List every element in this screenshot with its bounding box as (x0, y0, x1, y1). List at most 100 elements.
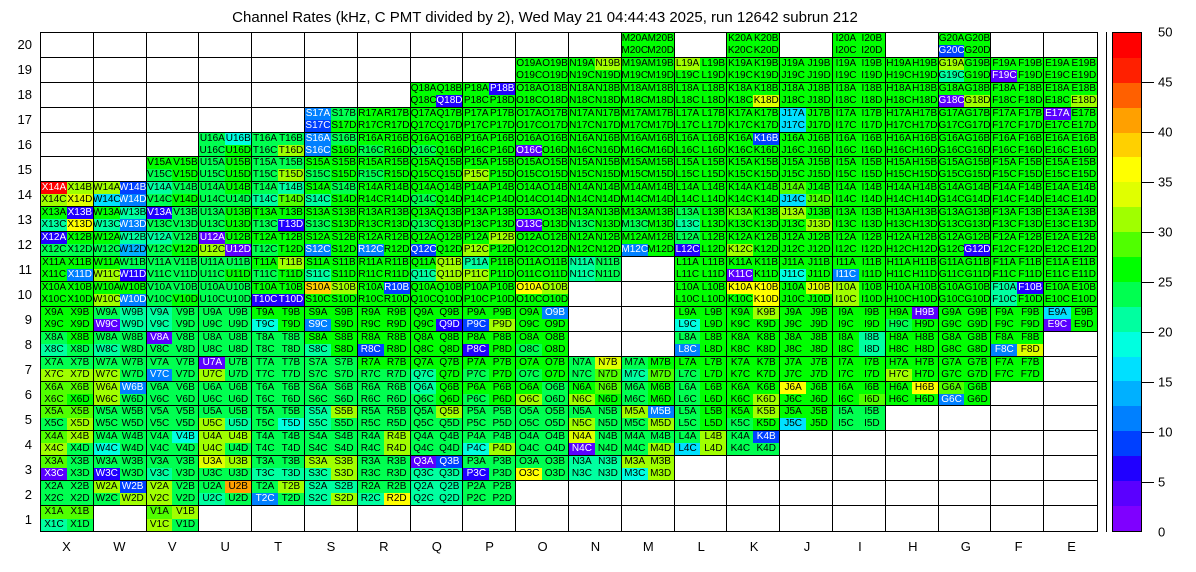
heatmap-tile: H19A H19B H19C H19D (885, 57, 939, 83)
channel-pad-empty (1044, 431, 1070, 443)
channel-pad-empty (859, 456, 885, 468)
channel-pad: L6B (700, 381, 727, 394)
channel-pad: W2B (119, 481, 146, 494)
channel-pad: W8D (119, 343, 146, 356)
channel-pad-empty (1071, 332, 1097, 344)
channel-pad: H7C (885, 368, 912, 381)
heatmap-tile-empty (146, 132, 200, 158)
channel-pad: N7C (568, 368, 595, 381)
heatmap-tile: J16A J16B J16C J16D (780, 132, 833, 158)
heatmap-tile: K4A K4B K4C K4D (727, 431, 781, 457)
channel-pad: V10D (172, 293, 199, 306)
heatmap-tile: I9A I9B I9C I9D (832, 306, 886, 332)
channel-pad: M20D (647, 44, 674, 57)
channel-pad: K12D (753, 244, 780, 257)
channel-pad: O5C (516, 418, 543, 431)
channel-pad: S2C (304, 493, 331, 506)
channel-pad: R13C (357, 219, 384, 232)
channel-pad: J19A (780, 57, 807, 70)
channel-pad-empty (675, 33, 701, 45)
channel-pad: F13C (991, 219, 1018, 232)
channel-pad-empty (991, 506, 1017, 518)
channel-pad: G14A (938, 182, 965, 195)
heatmap-tile-empty (885, 481, 939, 507)
heatmap-tile-empty (938, 456, 992, 482)
channel-pad: V3D (172, 468, 199, 481)
channel-pad: N7B (594, 356, 621, 369)
channel-pad: F19A (991, 57, 1018, 70)
channel-pad: R12B (383, 232, 410, 245)
channel-pad-empty (569, 307, 595, 319)
channel-pad: V9C (146, 318, 173, 331)
heatmap-tile: L16A L16B L16C L16D (674, 132, 728, 158)
heatmap-tile-empty (463, 57, 517, 83)
channel-pad: O15D (542, 169, 568, 182)
channel-pad: S2D (330, 493, 357, 506)
heatmap-tile: V15A V15B V15C V15D (146, 157, 200, 183)
channel-pad: U5B (225, 406, 252, 419)
channel-pad: Q3C (410, 468, 437, 481)
channel-pad: R2B (383, 481, 410, 494)
channel-pad-empty (278, 45, 304, 57)
channel-pad: K8C (727, 343, 754, 356)
channel-pad: M18A (621, 82, 648, 95)
heatmap-tile: Q18A Q18B Q18C Q18D (410, 82, 464, 108)
channel-pad: U15A (199, 157, 226, 170)
channel-pad: G8B (964, 331, 991, 344)
heatmap-tile: I14A I14B I14C I14D (832, 182, 886, 208)
channel-pad: H10A (885, 281, 912, 294)
channel-pad: T2D (278, 493, 304, 506)
channel-pad: V2A (146, 481, 173, 494)
heatmap-tile: K17A K17B K17C K17D (727, 107, 781, 133)
heatmap-tile: Q12A Q12B Q12C Q12D (410, 232, 464, 258)
heatmap-tile: P14A P14B P14C P14D (463, 182, 517, 208)
channel-pad-empty (67, 95, 93, 107)
channel-pad: U10A (199, 281, 226, 294)
heatmap-tile: J14A J14B J14C J14D (780, 182, 833, 208)
channel-pad: J12C (780, 244, 807, 257)
heatmap-tile: I6A I6B I6C I6D (832, 381, 886, 407)
channel-pad: E13B (1070, 207, 1097, 220)
channel-pad: F8B (1017, 331, 1044, 344)
channel-pad: O10A (516, 281, 543, 294)
channel-pad: L8B (700, 331, 727, 344)
heatmap-tile-empty (727, 506, 781, 531)
heatmap-tile-empty (780, 456, 833, 482)
channel-pad: S3A (304, 456, 331, 469)
channel-pad: I14B (858, 182, 885, 195)
channel-pad: J15A (780, 157, 807, 170)
heatmap-tile: G7A G7B G7C G7D (938, 356, 992, 382)
channel-pad-empty (1044, 519, 1070, 531)
colorbar-tick (1142, 232, 1154, 233)
channel-pad: K11C (727, 269, 754, 281)
channel-pad: M15D (647, 169, 674, 182)
channel-pad: R4C (357, 443, 384, 456)
heatmap-tile-empty (1044, 332, 1097, 357)
channel-pad: J10C (780, 293, 807, 306)
channel-pad-empty (648, 307, 674, 319)
heatmap-tile: Q2A Q2B Q2C Q2D (410, 481, 464, 507)
heatmap-tile: V7A V7B V7C V7D (146, 356, 200, 382)
channel-pad-empty (41, 108, 67, 120)
y-axis-label-16: 16 (17, 136, 32, 152)
channel-pad: Q12A (410, 232, 437, 245)
channel-pad: I6C (832, 393, 859, 406)
heatmap-tile: T9A T9B T9C T9D (252, 306, 305, 332)
channel-pad: I18B (858, 82, 885, 95)
channel-pad: W6C (93, 393, 120, 406)
heatmap-tile: X12A X12B X12C X12D (41, 232, 94, 258)
channel-pad: X9C (41, 318, 67, 331)
channel-pad: R11A (357, 257, 384, 270)
channel-pad: H13C (885, 219, 912, 232)
channel-pad: J10B (806, 281, 832, 294)
channel-pad: P8A (463, 331, 490, 344)
channel-pad: E12C (1044, 244, 1071, 257)
channel-pad: M3C (621, 468, 648, 481)
channel-pad: T13C (252, 219, 279, 232)
channel-pad: W5C (93, 418, 120, 431)
channel-pad-empty (648, 493, 674, 505)
channel-pad: Q16B (436, 132, 463, 145)
heatmap-tile: V6A V6B V6C V6D (146, 381, 200, 407)
channel-pad: G7B (964, 356, 991, 369)
channel-pad: F19C (991, 69, 1018, 82)
